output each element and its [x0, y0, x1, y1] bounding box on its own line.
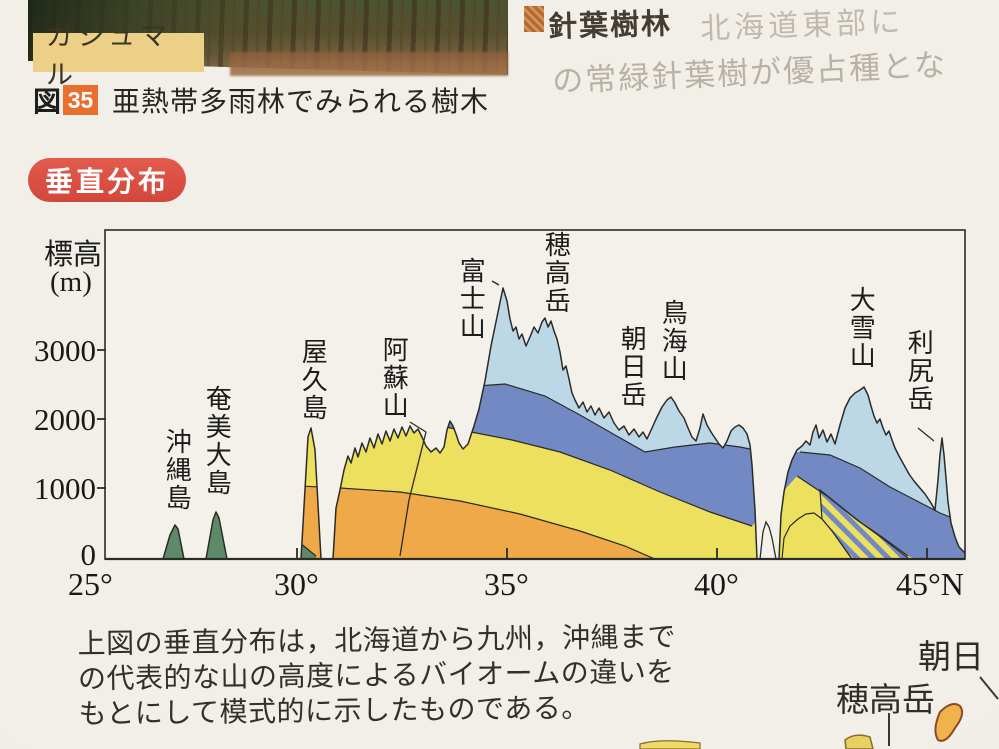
- mountain-label-chokai: 鳥海山: [658, 299, 689, 383]
- x-tick-25: 25°: [68, 566, 113, 602]
- yellow-dome-south-hokkaido: [781, 512, 854, 559]
- y-tick-0: 0: [80, 537, 97, 572]
- map-fragment2-icon: [844, 734, 874, 749]
- figure-caption-row: 図 35 亜熱帯多雨林でみられる樹木: [33, 84, 489, 117]
- figure-prefix: 図: [33, 86, 62, 117]
- figure-number-badge: 35: [63, 85, 99, 115]
- rishiri-leader-line: [917, 427, 935, 442]
- land-profile-outline: [162, 287, 966, 560]
- mountain-label-fuji: 富士山: [456, 257, 487, 341]
- map-fragment-icon: [934, 703, 964, 742]
- y-tick-1000: 1000: [34, 471, 96, 506]
- y-tick-3000: 3000: [34, 333, 96, 368]
- aso-leader-line: [399, 421, 427, 557]
- next-figure-hotaka-label: 穂高岳: [836, 681, 935, 718]
- y-axis-ticks: [97, 349, 106, 489]
- x-tick-35: 35°: [484, 566, 529, 602]
- y-tick-2000: 2000: [34, 402, 96, 437]
- x-axis-ticks: [296, 548, 928, 559]
- mountain-label-okinawa: 沖縄島: [162, 428, 193, 512]
- x-tick-40: 40°: [694, 566, 739, 602]
- section-badge: 垂直分布: [28, 158, 186, 202]
- mountain-label-daisetsu: 大雪山: [846, 286, 877, 370]
- mountain-label-asahi: 朝日岳: [617, 325, 648, 409]
- y-axis-unit: (m): [50, 266, 92, 298]
- mountain-label-rishiri: 利尻岳: [904, 329, 935, 413]
- fuji-summit-mark: [491, 280, 500, 286]
- x-tick-45N: 45°N: [896, 566, 964, 602]
- mountain-label-aso: 阿蘇山: [379, 336, 410, 420]
- mountain-label-amami: 奄美大島: [202, 385, 233, 497]
- conifer-legend-square-icon: [524, 6, 544, 32]
- mountain-label-hotaka: 穂高岳: [541, 231, 572, 315]
- x-tick-30: 30°: [274, 566, 319, 602]
- y-axis-title: 標高: [44, 239, 103, 271]
- next-figure-asahi-label: 朝日: [918, 638, 984, 675]
- boundary-orange-top: [279, 484, 658, 559]
- map-fragment3-icon: [639, 740, 701, 749]
- asahi-leader-line: [979, 676, 999, 700]
- mountain-label-yakushima: 屋久島: [298, 338, 329, 422]
- photo-ground-detail: [230, 52, 508, 76]
- figure-caption-text: 亜熱帯多雨林でみられる樹木: [112, 86, 490, 117]
- chart-description: 上図の垂直分布は，北海道から九州，沖縄まで の代表的な山の高度によるバイオームの…: [77, 618, 798, 732]
